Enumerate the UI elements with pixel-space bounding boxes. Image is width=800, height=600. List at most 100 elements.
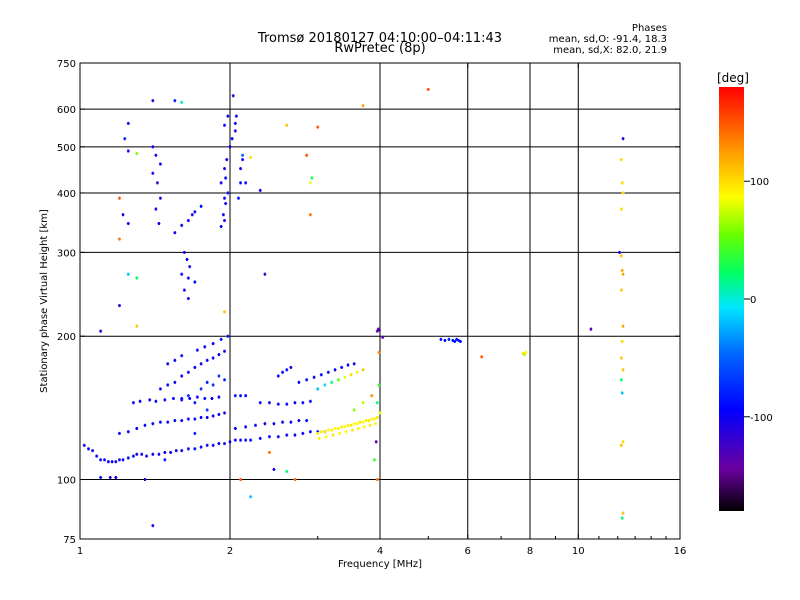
- data-point-cross: [143, 424, 147, 426]
- data-point-cross: [117, 459, 121, 461]
- data-point-cross: [114, 476, 118, 478]
- data-point-cross: [193, 281, 197, 283]
- data-point-cross: [621, 512, 625, 514]
- data-point-cross: [249, 439, 253, 441]
- colorbar: [719, 87, 744, 511]
- data-point-cross: [281, 421, 285, 423]
- data-point-cross: [131, 455, 135, 457]
- data-point-cross: [253, 424, 257, 426]
- data-point-cross: [186, 277, 190, 279]
- data-point-cross: [190, 214, 194, 216]
- data-point-cross: [121, 214, 125, 216]
- data-point-cross: [355, 371, 359, 373]
- data-point-cross: [154, 208, 158, 210]
- data-point-cross: [135, 427, 139, 429]
- data-point-cross: [350, 429, 354, 431]
- data-point-cross: [344, 431, 348, 433]
- data-point-cross: [151, 172, 155, 174]
- data-point-cross: [228, 146, 232, 148]
- data-point-cross: [205, 359, 209, 361]
- data-point-cross: [443, 339, 447, 341]
- data-point-cross: [356, 427, 360, 429]
- data-point-cross: [620, 517, 624, 519]
- data-point-cross: [439, 338, 443, 340]
- data-point-cross: [151, 453, 155, 455]
- data-point-cross: [480, 356, 484, 358]
- data-point-cross: [121, 459, 125, 461]
- data-point-cross: [377, 351, 381, 353]
- data-point-cross: [143, 479, 147, 481]
- data-point-cross: [233, 122, 237, 124]
- data-point-cross: [375, 479, 379, 481]
- data-point-cross: [297, 381, 301, 383]
- data-point-cross: [358, 421, 362, 423]
- data-point-cross: [211, 343, 215, 345]
- data-point-cross: [186, 448, 190, 450]
- x-tick-label: 1: [77, 546, 83, 557]
- data-point-cross: [154, 400, 158, 402]
- data-point-cross: [117, 238, 121, 240]
- data-point-cross: [293, 402, 297, 404]
- data-point-cross: [173, 420, 177, 422]
- data-point-cross: [126, 223, 130, 225]
- data-point-cross: [619, 357, 623, 359]
- data-point-cross: [305, 154, 309, 156]
- data-point-cross: [330, 429, 334, 431]
- data-point-cross: [343, 376, 347, 378]
- data-point-cross: [272, 468, 276, 470]
- data-point-cross: [368, 424, 372, 426]
- data-point-cross: [180, 397, 184, 399]
- data-point-cross: [180, 101, 184, 103]
- data-point-cross: [199, 388, 203, 390]
- data-point-cross: [370, 418, 374, 420]
- data-point-cross: [106, 461, 110, 463]
- data-point-cross: [364, 420, 368, 422]
- data-point-cross: [186, 220, 190, 222]
- data-point-cross: [373, 459, 377, 461]
- data-point-cross: [180, 420, 184, 422]
- data-point-cross: [281, 371, 285, 373]
- data-point-cross: [193, 366, 197, 368]
- data-point-cross: [95, 455, 99, 457]
- y-axis-label: Stationary phase Virtual Height [km]: [39, 209, 50, 393]
- data-point-cross: [163, 399, 167, 401]
- data-point-cross: [239, 182, 243, 184]
- data-point-cross: [228, 441, 232, 443]
- chart-title: Tromsø 20180127 04:10:00–04:11:43: [257, 31, 503, 46]
- data-point-cross: [233, 439, 237, 441]
- data-point-cross: [223, 124, 227, 126]
- data-point-cross: [370, 395, 374, 397]
- data-point-cross: [126, 150, 130, 152]
- data-point-cross: [217, 375, 221, 377]
- data-point-cross: [333, 369, 337, 371]
- y-tick-label: 500: [57, 143, 76, 154]
- data-point-cross: [297, 420, 301, 422]
- data-point-cross: [158, 197, 162, 199]
- data-point-cross: [166, 421, 170, 423]
- data-point-cross: [117, 432, 121, 434]
- data-point-cross: [621, 273, 625, 275]
- data-point-cross: [349, 374, 353, 376]
- data-point-cross: [521, 352, 525, 354]
- colorbar-label: [deg]: [717, 71, 749, 85]
- data-point-cross: [381, 336, 385, 338]
- data-point-cross: [157, 453, 161, 455]
- data-point-cross: [319, 431, 323, 433]
- data-point-cross: [267, 451, 271, 453]
- data-point-cross: [316, 431, 320, 433]
- data-point-cross: [305, 420, 309, 422]
- data-point-cross: [355, 423, 359, 425]
- data-point-cross: [308, 214, 312, 216]
- data-point-cross: [185, 258, 189, 260]
- x-tick-label: 8: [527, 546, 533, 557]
- y-tick-label: 750: [57, 59, 76, 70]
- data-point-cross: [117, 305, 121, 307]
- data-point-cross: [91, 450, 95, 452]
- data-point-cross: [99, 330, 103, 332]
- data-point-cross: [151, 146, 155, 148]
- data-point-cross: [223, 311, 227, 313]
- data-point-cross: [620, 392, 624, 394]
- data-point-cross: [193, 402, 197, 404]
- x-tick-label: 6: [465, 546, 471, 557]
- data-point-cross: [361, 402, 365, 404]
